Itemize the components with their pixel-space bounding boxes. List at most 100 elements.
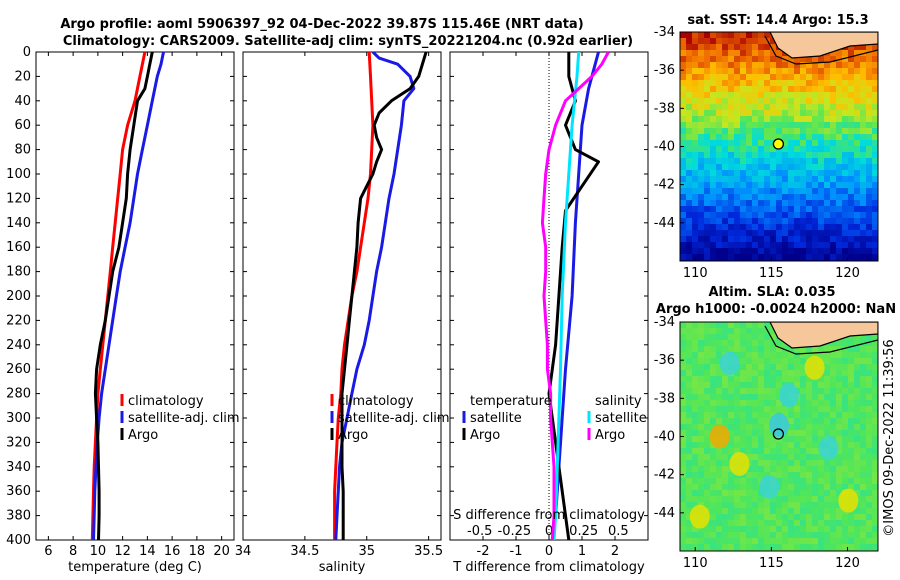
map-cell bbox=[692, 98, 699, 105]
map-cell bbox=[728, 346, 735, 353]
map-cell bbox=[704, 176, 711, 183]
map-cell bbox=[806, 74, 813, 81]
map-cell bbox=[770, 376, 777, 383]
map-cell bbox=[800, 110, 807, 117]
map-cell bbox=[740, 146, 747, 153]
map-cell bbox=[698, 478, 705, 485]
map-cell bbox=[692, 44, 699, 51]
map-cell bbox=[722, 406, 729, 413]
map-cell bbox=[830, 370, 837, 377]
map-cell bbox=[752, 206, 759, 213]
map-cell bbox=[734, 448, 741, 455]
map-cell bbox=[740, 400, 747, 407]
map-cell bbox=[836, 74, 843, 81]
map-cell bbox=[734, 400, 741, 407]
map-cell bbox=[686, 32, 693, 39]
map-cell bbox=[794, 92, 801, 99]
map-cell bbox=[716, 104, 723, 111]
map-cell bbox=[860, 194, 867, 201]
map-cell bbox=[764, 218, 771, 225]
map-cell bbox=[716, 128, 723, 135]
map-cell bbox=[728, 56, 735, 63]
map-cell bbox=[812, 110, 819, 117]
map-cell bbox=[836, 134, 843, 141]
map-cell bbox=[764, 376, 771, 383]
map-cell bbox=[788, 74, 795, 81]
map-cell bbox=[800, 382, 807, 389]
map-cell bbox=[788, 104, 795, 111]
map-cell bbox=[836, 352, 843, 359]
map-cell bbox=[740, 472, 747, 479]
map-cell bbox=[752, 254, 759, 261]
map-cell bbox=[686, 364, 693, 371]
sla-heatmap bbox=[680, 322, 878, 551]
map-cell bbox=[854, 254, 861, 261]
map-cell bbox=[800, 502, 807, 509]
map-cell bbox=[728, 442, 735, 449]
map-cell bbox=[854, 358, 861, 365]
map-cell bbox=[704, 364, 711, 371]
map-cell bbox=[692, 212, 699, 219]
map-cell bbox=[710, 418, 717, 425]
map-cell bbox=[698, 86, 705, 93]
map-cell bbox=[764, 230, 771, 237]
map-cell bbox=[860, 56, 867, 63]
map-cell bbox=[752, 328, 759, 335]
map-cell bbox=[824, 376, 831, 383]
map-cell bbox=[752, 496, 759, 503]
map-cell bbox=[872, 436, 878, 443]
map-cell bbox=[812, 502, 819, 509]
map-cell bbox=[782, 466, 789, 473]
map-cell bbox=[716, 538, 723, 545]
map-cell bbox=[806, 436, 813, 443]
map-cell bbox=[680, 80, 687, 87]
map-cell bbox=[788, 182, 795, 189]
map-cell bbox=[764, 146, 771, 153]
map-cell bbox=[824, 116, 831, 123]
map-cell bbox=[746, 158, 753, 165]
map-cell bbox=[800, 412, 807, 419]
map-cell bbox=[728, 334, 735, 341]
map-cell bbox=[752, 164, 759, 171]
map-cell bbox=[800, 68, 807, 75]
map-cell bbox=[770, 86, 777, 93]
map-cell bbox=[680, 358, 687, 365]
map-cell bbox=[842, 116, 849, 123]
lat-tick-label: -44 bbox=[654, 506, 675, 521]
map-cell bbox=[776, 248, 783, 255]
map-cell bbox=[770, 454, 777, 461]
map-cell bbox=[752, 484, 759, 491]
map-cell bbox=[782, 164, 789, 171]
map-cell bbox=[818, 502, 825, 509]
map-cell bbox=[722, 230, 729, 237]
map-cell bbox=[716, 394, 723, 401]
map-cell bbox=[788, 110, 795, 117]
map-cell bbox=[722, 62, 729, 69]
map-cell bbox=[836, 454, 843, 461]
map-cell bbox=[812, 74, 819, 81]
map-cell bbox=[698, 430, 705, 437]
map-cell bbox=[842, 472, 849, 479]
map-cell bbox=[758, 472, 765, 479]
map-cell bbox=[860, 472, 867, 479]
map-cell bbox=[770, 134, 777, 141]
map-cell bbox=[686, 472, 693, 479]
map-cell bbox=[710, 134, 717, 141]
map-cell bbox=[734, 328, 741, 335]
map-cell bbox=[788, 406, 795, 413]
map-cell bbox=[758, 254, 765, 261]
map-cell bbox=[866, 424, 873, 431]
map-cell bbox=[776, 376, 783, 383]
map-cell bbox=[854, 346, 861, 353]
map-cell bbox=[698, 388, 705, 395]
map-cell bbox=[770, 212, 777, 219]
map-cell bbox=[710, 508, 717, 515]
map-cell bbox=[680, 98, 687, 105]
map-cell bbox=[728, 412, 735, 419]
map-cell bbox=[812, 412, 819, 419]
map-cell bbox=[692, 110, 699, 117]
map-cell bbox=[722, 140, 729, 147]
map-cell bbox=[794, 254, 801, 261]
map-cell bbox=[770, 224, 777, 231]
map-cell bbox=[722, 346, 729, 353]
